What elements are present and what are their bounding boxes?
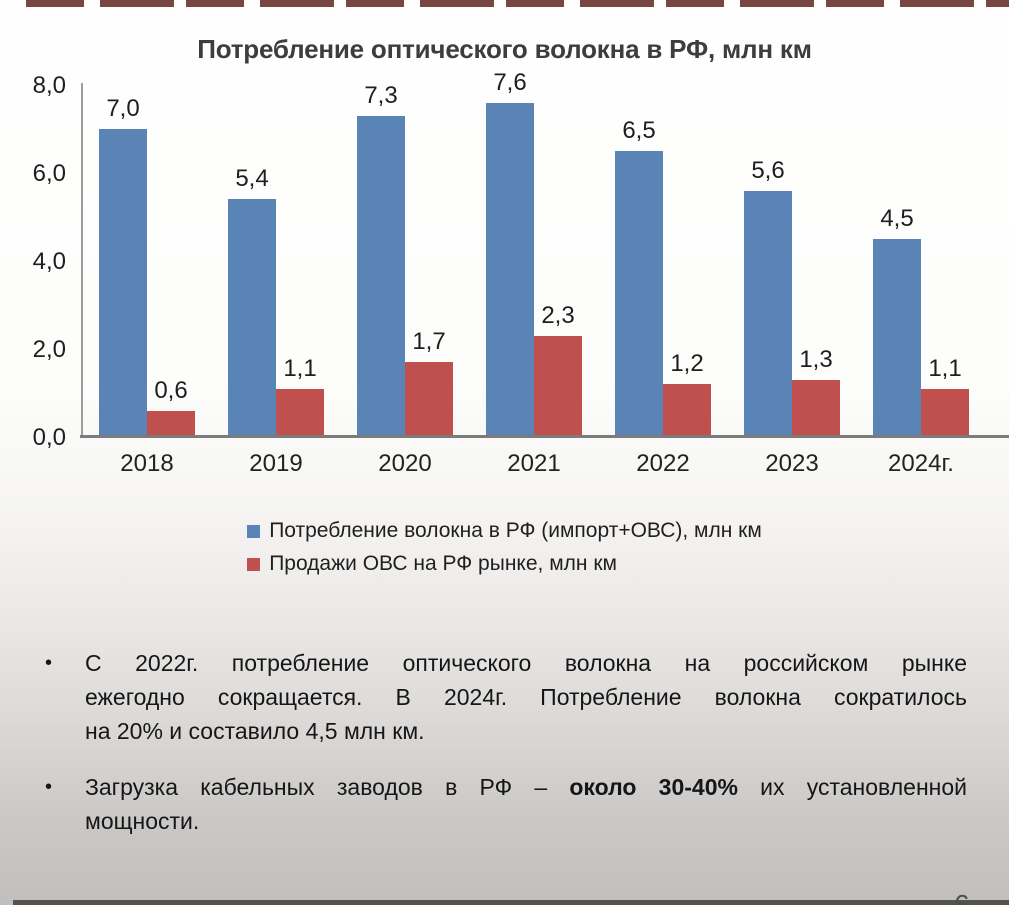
legend-swatch-icon <box>247 524 261 538</box>
bar-group: 7,3 1,7 2020 <box>357 82 453 505</box>
bar-group: 4,5 1,1 2024г. <box>873 85 969 505</box>
bullet-text: С 2022г. потребление оптического волокна… <box>85 646 967 748</box>
bar-value-label: 0,6 <box>154 376 188 404</box>
x-axis-label: 2019 <box>249 450 303 477</box>
x-axis-label: 2018 <box>120 450 174 477</box>
consumption-bar: 4,5 <box>873 205 921 437</box>
bar-group: 5,6 1,3 2023 <box>744 85 840 505</box>
bar-value-label: 4,5 <box>880 205 914 232</box>
x-axis-label: 2020 <box>378 450 432 477</box>
bar-group: 7,0 0,6 2018 <box>99 85 195 505</box>
bar-value-label: 6,5 <box>622 117 656 144</box>
sales-bar: 2,3 <box>534 302 582 437</box>
bar-group: 5,4 1,1 2019 <box>228 85 324 505</box>
bullet-text-segment: их установленной <box>737 774 967 800</box>
bar-groups: 7,0 0,6 2018 5,4 1,1 2019 7,3 1,7 2020 7,6 2,3 2021… <box>82 69 1009 505</box>
legend-entries: Потребление волокна в РФ (импорт+ОВС), м… <box>247 519 762 576</box>
x-axis-label: 2021 <box>507 450 561 477</box>
bar-value-label: 5,6 <box>751 156 785 184</box>
x-axis-label: 2023 <box>765 450 819 477</box>
bar-pair: 7,0 0,6 <box>99 85 195 437</box>
cropped-previous-title-strip <box>26 0 1009 7</box>
consumption-bar: 5,4 <box>228 165 276 437</box>
bullet-line: Загрузка кабельных заводов в РФ – около … <box>85 770 967 804</box>
bar-pair: 5,4 1,1 <box>228 85 324 437</box>
y-axis-labels: 0,0 2,0 4,0 6,0 8,0 <box>14 72 66 451</box>
sales-bar: 0,6 <box>147 377 195 437</box>
sales-bar: 1,1 <box>921 355 969 437</box>
bullet-text: Загрузка кабельных заводов в РФ – около … <box>85 770 967 838</box>
chart-legend: Потребление волокна в РФ (импорт+ОВС), м… <box>0 519 1009 576</box>
y-tick-label: 6,0 <box>32 160 66 187</box>
bar-value-label: 1,2 <box>670 350 704 378</box>
legend-swatch-icon <box>247 557 261 571</box>
y-tick-label: 2,0 <box>32 336 66 363</box>
bar-value-label: 1,1 <box>283 354 317 382</box>
bullet-marker-icon: • <box>45 652 53 674</box>
bar-pair: 7,6 2,3 <box>486 69 582 437</box>
bullet-line: мощности. <box>85 808 200 834</box>
bar-pair: 7,3 1,7 <box>357 82 453 437</box>
x-axis-label: 2024г. <box>888 450 954 477</box>
y-tick-label: 8,0 <box>32 72 66 99</box>
bar-pair: 6,5 1,2 <box>615 85 711 437</box>
x-axis-label: 2022 <box>636 450 690 477</box>
consumption-bar: 5,6 <box>744 157 792 437</box>
bullet-line: ежегодно сокращается. В 2024г. Потреблен… <box>85 684 967 710</box>
bullet-text-bold-segment: около 30-40% <box>569 774 738 800</box>
bullet-item-factory-load: • Загрузка кабельных заводов в РФ – окол… <box>38 770 967 838</box>
legend-label: Потребление волокна в РФ (импорт+ОВС), м… <box>269 519 762 542</box>
legend-label: Продажи ОВС на РФ рынке, млн км <box>269 552 617 575</box>
bar-group: 6,5 1,2 2022 <box>615 85 711 505</box>
bar-value-label: 1,1 <box>928 354 962 382</box>
bullet-text-segment: Загрузка кабельных заводов в РФ – <box>85 774 570 800</box>
sales-bar: 1,3 <box>792 346 840 437</box>
consumption-bar: 7,6 <box>486 69 534 437</box>
bar-value-label: 7,6 <box>493 68 527 96</box>
bar-group: 7,6 2,3 2021 <box>486 69 582 505</box>
consumption-bar: 7,3 <box>357 82 405 437</box>
bar-pair: 4,5 1,1 <box>873 85 969 437</box>
bullet-marker-icon: • <box>45 776 53 798</box>
sales-bar: 1,2 <box>663 350 711 437</box>
page-number: 6 <box>954 889 970 905</box>
bullet-list: • С 2022г. потребление оптического волок… <box>38 646 967 838</box>
bullet-line: С 2022г. потребление оптического волокна… <box>85 650 967 676</box>
bar-value-label: 1,7 <box>412 328 446 356</box>
bottom-bar <box>13 900 1009 905</box>
y-axis-line <box>81 83 83 437</box>
bar-value-label: 7,0 <box>106 95 140 122</box>
y-tick-label: 0,0 <box>32 424 66 451</box>
consumption-bar: 6,5 <box>615 117 663 437</box>
bar-value-label: 7,3 <box>364 81 398 109</box>
chart-title: Потребление оптического волокна в РФ, мл… <box>197 34 812 64</box>
bar-pair: 5,6 1,3 <box>744 85 840 437</box>
bullet-line: на 20% и составило 4,5 млн км. <box>85 718 425 744</box>
y-tick-label: 4,0 <box>32 248 66 275</box>
bar-value-label: 1,3 <box>799 345 833 373</box>
sales-bar: 1,7 <box>405 328 453 437</box>
legend-item: Потребление волокна в РФ (импорт+ОВС), м… <box>247 519 762 543</box>
legend-item: Продажи ОВС на РФ рынке, млн км <box>247 552 617 576</box>
consumption-bar: 7,0 <box>99 95 147 437</box>
sales-bar: 1,1 <box>276 355 324 437</box>
bar-value-label: 5,4 <box>235 165 269 193</box>
bar-value-label: 2,3 <box>541 301 575 329</box>
x-axis-line <box>80 435 1009 438</box>
bullet-item-consumption: • С 2022г. потребление оптического волок… <box>38 646 967 748</box>
